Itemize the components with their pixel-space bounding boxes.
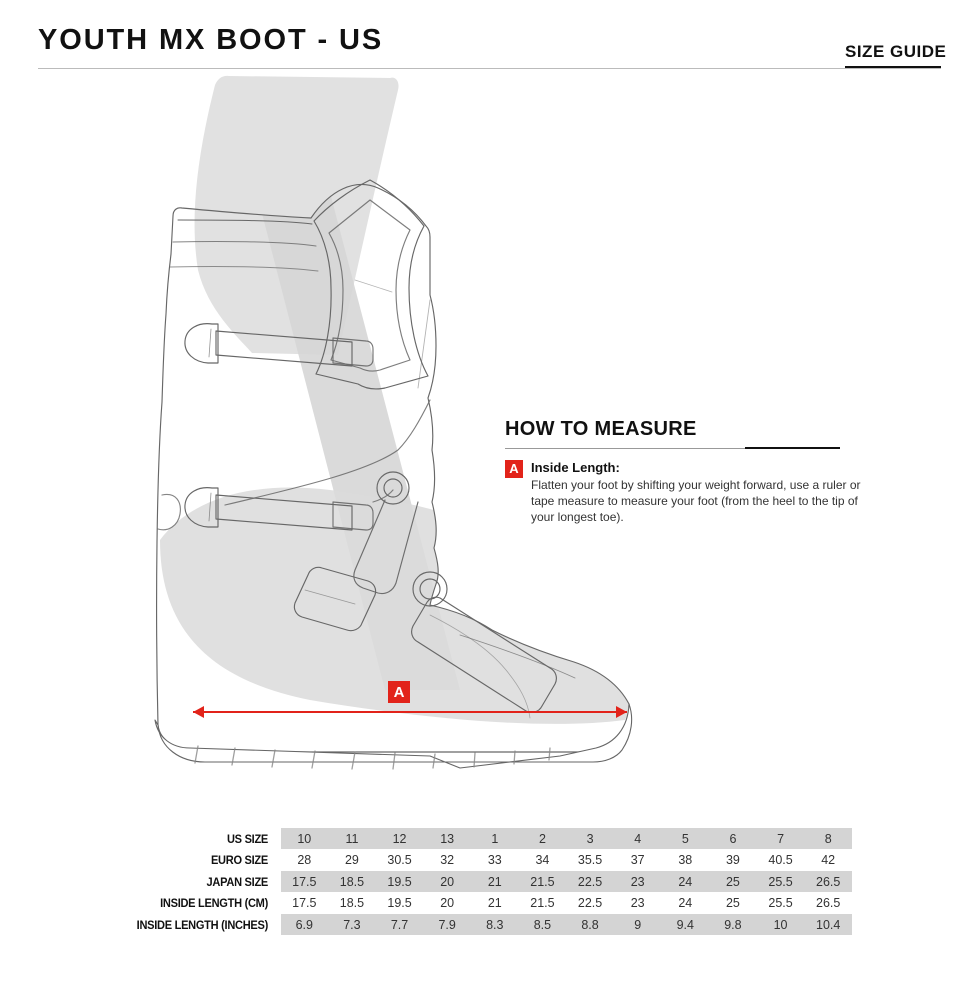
svg-text:A: A [394, 684, 405, 701]
